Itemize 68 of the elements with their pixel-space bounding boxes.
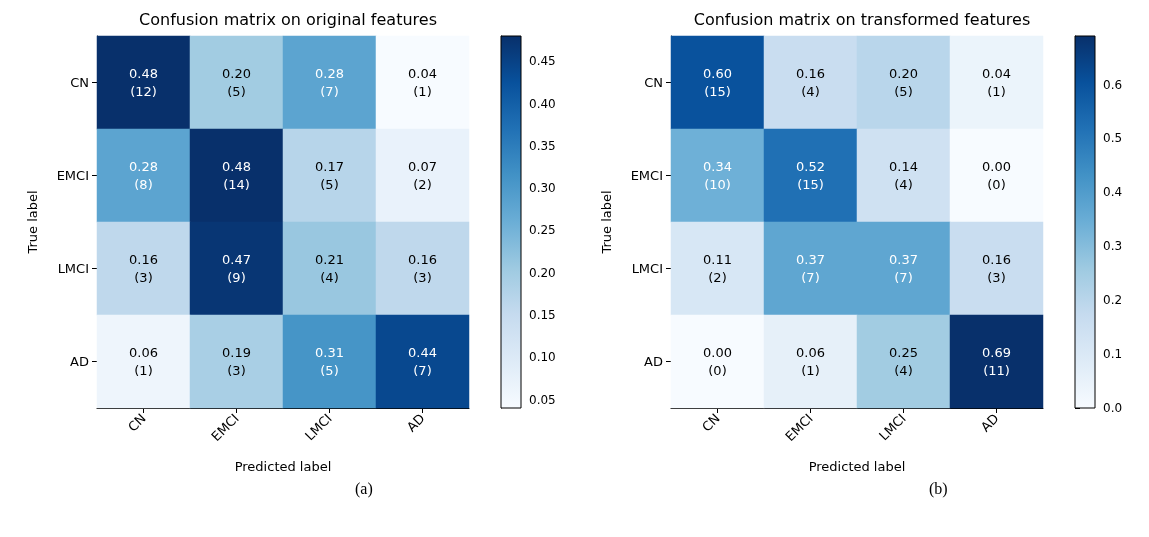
data-label: 0.48 (12) bbox=[129, 66, 158, 99]
data-label: 0.31 (5) bbox=[315, 345, 344, 378]
color-bar-label: 0.10 bbox=[529, 350, 556, 365]
data-label: 0.00 (0) bbox=[703, 345, 732, 378]
color-bar-label: 0.20 bbox=[529, 265, 556, 280]
color-bar-label: 0.30 bbox=[529, 181, 556, 196]
data-label: 0.04 (1) bbox=[408, 66, 437, 99]
data-label: 0.16 (3) bbox=[982, 252, 1011, 285]
data-label: 0.06 (1) bbox=[796, 345, 825, 378]
data-label: 0.28 (7) bbox=[315, 66, 344, 99]
color-bar-label: 0.35 bbox=[529, 138, 556, 153]
data-label: 0.14 (4) bbox=[889, 159, 918, 192]
data-label: 0.37 (7) bbox=[796, 252, 825, 285]
y-axis-title: True label bbox=[25, 190, 40, 255]
data-label: 0.04 (1) bbox=[982, 66, 1011, 99]
y-tick-label: AD bbox=[70, 354, 89, 369]
color-bar-label: 0.25 bbox=[529, 223, 556, 238]
y-tick-label: CN bbox=[644, 75, 663, 90]
x-tick-label: AD bbox=[977, 410, 1002, 435]
data-label: 0.37 (7) bbox=[889, 252, 918, 285]
data-label: 0.48 (14) bbox=[222, 159, 251, 192]
data-label: 0.20 (5) bbox=[889, 66, 918, 99]
text: (b) bbox=[929, 479, 948, 498]
color-bar-label: 0.4 bbox=[1103, 185, 1123, 200]
data-label: 0.60 (15) bbox=[703, 66, 732, 99]
data-label: 0.21 (4) bbox=[315, 252, 344, 285]
y-tick-label: LMCI bbox=[57, 261, 89, 276]
chart-title: Confusion matrix on original features bbox=[139, 9, 437, 29]
y-tick-label: CN bbox=[70, 75, 89, 90]
x-tick-label: CN bbox=[698, 410, 723, 435]
data-label: 0.17 (5) bbox=[315, 159, 344, 192]
color-bar-label: 0.0 bbox=[1103, 401, 1123, 415]
data-label: 0.44 (7) bbox=[408, 345, 437, 378]
data-label: 0.25 (4) bbox=[889, 345, 918, 378]
x-tick-label: AD bbox=[403, 410, 428, 435]
y-tick-label: LMCI bbox=[631, 261, 663, 276]
data-label: 0.19 (3) bbox=[222, 345, 251, 378]
data-label: 0.16 (4) bbox=[796, 66, 825, 99]
y-tick-label: AD bbox=[644, 354, 663, 369]
data-label: 0.16 (3) bbox=[408, 252, 437, 285]
chart-title: Confusion matrix on transformed features bbox=[693, 9, 1031, 29]
data-label: 0.07 (2) bbox=[408, 159, 437, 192]
color-bar-label: 0.40 bbox=[529, 96, 556, 111]
y-axis-title: True label bbox=[599, 190, 614, 255]
color-bar-label: 0.5 bbox=[1103, 131, 1123, 146]
x-axis-title: Predicted label bbox=[234, 459, 332, 474]
color-bar-label: 0.3 bbox=[1103, 239, 1123, 254]
data-label: 0.47 (9) bbox=[222, 252, 251, 285]
y-tick-label: EMCI bbox=[56, 168, 89, 183]
data-label: 0.06 (1) bbox=[129, 345, 158, 378]
data-label: 0.52 (15) bbox=[796, 159, 825, 192]
color-bar-label: 0.2 bbox=[1103, 293, 1123, 308]
color-bar-label: 0.15 bbox=[529, 308, 556, 322]
y-tick-label: EMCI bbox=[630, 168, 663, 183]
color-bar-label: 0.6 bbox=[1103, 77, 1123, 92]
data-label: 0.11 (2) bbox=[703, 252, 732, 285]
data-label: 0.34 (10) bbox=[703, 159, 732, 192]
data-label: 0.20 (5) bbox=[222, 66, 251, 99]
x-axis-title: Predicted label bbox=[808, 459, 906, 474]
data-label: 0.28 (8) bbox=[129, 159, 158, 192]
data-label: 0.16 (3) bbox=[129, 252, 158, 285]
data-label: 0.69 (11) bbox=[982, 345, 1011, 378]
data-label: 0.00 (0) bbox=[982, 159, 1011, 192]
x-tick-label: CN bbox=[124, 410, 149, 435]
color-bar-label: 0.1 bbox=[1103, 347, 1123, 362]
color-bar-label: 0.05 bbox=[529, 392, 556, 407]
color-bar-label: 0.45 bbox=[529, 54, 556, 69]
text: (a) bbox=[355, 479, 373, 498]
